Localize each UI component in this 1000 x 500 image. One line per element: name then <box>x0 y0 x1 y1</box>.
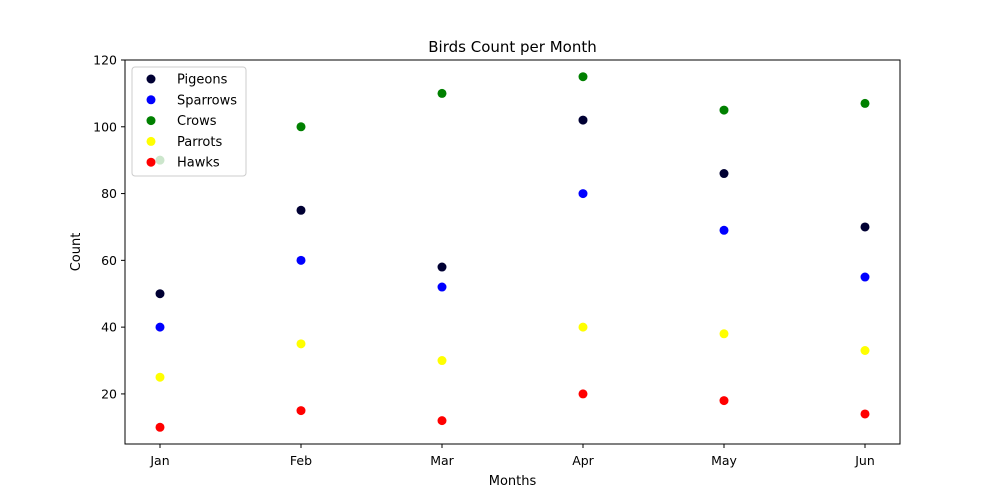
data-point-pigeons <box>296 205 306 215</box>
series-pigeons <box>155 115 870 299</box>
data-point-sparrows <box>719 225 729 235</box>
legend-marker <box>146 157 156 167</box>
x-tick-label: May <box>711 453 737 468</box>
data-point-hawks <box>437 416 447 426</box>
data-point-sparrows <box>578 189 588 199</box>
x-tick-label: Jun <box>854 453 875 468</box>
y-tick-label: 40 <box>101 320 117 335</box>
data-point-hawks <box>296 406 306 416</box>
series-crows <box>155 72 870 165</box>
legend-label: Sparrows <box>177 93 237 108</box>
data-point-pigeons <box>155 289 165 299</box>
legend-box <box>131 66 247 177</box>
y-axis-label: Count <box>69 233 84 272</box>
legend-label: Parrots <box>177 135 222 150</box>
legend-marker <box>146 116 156 126</box>
legend-label: Pigeons <box>177 73 228 88</box>
data-point-sparrows <box>296 255 306 265</box>
data-point-parrots <box>578 322 588 332</box>
legend-label: Hawks <box>177 156 220 171</box>
y-tick-label: 80 <box>101 186 117 201</box>
data-point-crows <box>860 98 870 108</box>
data-point-parrots <box>296 339 306 349</box>
data-point-sparrows <box>860 272 870 282</box>
legend-label: Crows <box>177 114 217 129</box>
data-point-parrots <box>860 346 870 356</box>
data-point-parrots <box>719 329 729 339</box>
legend: Pigeons Sparrows Crows Parrots Hawks <box>131 66 247 177</box>
y-axis: 20 40 60 80 100 120 <box>93 53 125 401</box>
data-point-hawks <box>155 422 165 432</box>
data-point-crows <box>719 105 729 115</box>
x-tick-label: Mar <box>430 453 454 468</box>
series-sparrows <box>155 189 870 332</box>
plot-frame <box>124 59 901 445</box>
data-point-pigeons <box>437 262 447 272</box>
y-tick-label: 20 <box>101 386 117 401</box>
data-point-hawks <box>719 396 729 406</box>
data-point-crows <box>437 88 447 98</box>
x-axis: Jan Feb Mar Apr May Jun <box>149 444 875 468</box>
series-parrots <box>155 322 870 382</box>
x-tick-label: Jan <box>149 453 169 468</box>
data-point-parrots <box>437 356 447 366</box>
data-point-hawks <box>578 389 588 399</box>
x-tick-label: Apr <box>572 453 594 468</box>
data-point-pigeons <box>578 115 588 125</box>
data-point-crows <box>296 122 306 132</box>
y-tick-label: 60 <box>101 253 117 268</box>
series-hawks <box>155 389 870 432</box>
x-tick-label: Feb <box>290 453 312 468</box>
plot-area <box>155 72 870 432</box>
legend-marker <box>146 136 156 146</box>
x-axis-label: Months <box>489 474 537 489</box>
data-point-pigeons <box>719 169 729 179</box>
data-point-crows <box>578 72 588 82</box>
legend-marker <box>146 74 156 84</box>
data-point-pigeons <box>860 222 870 232</box>
data-point-sparrows <box>155 322 165 332</box>
data-point-hawks <box>860 409 870 419</box>
y-tick-label: 100 <box>93 119 117 134</box>
data-point-sparrows <box>437 282 447 292</box>
legend-marker <box>146 95 156 105</box>
chart-title: Birds Count per Month <box>428 38 596 56</box>
data-point-parrots <box>155 372 165 382</box>
y-tick-label: 120 <box>93 53 117 68</box>
